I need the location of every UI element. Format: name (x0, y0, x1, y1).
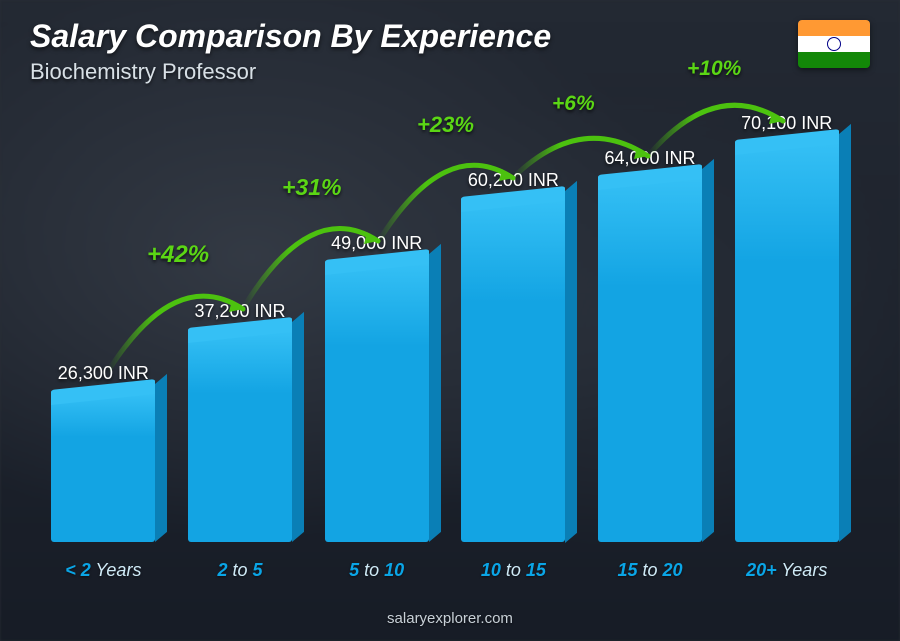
bar-5: 70,100 INR 20+ Years (723, 113, 850, 581)
bar-0: 26,300 INR < 2 Years (40, 363, 167, 581)
footer-attribution: salaryexplorer.com (0, 610, 900, 627)
page-subtitle: Biochemistry Professor (30, 59, 551, 85)
salary-bar-chart: 26,300 INR < 2 Years 37,200 INR 2 to 5 4… (40, 131, 850, 581)
bar-category-label: 5 to 10 (349, 560, 404, 581)
bar-2: 49,000 INR 5 to 10 (313, 233, 440, 581)
bar-3: 60,200 INR 10 to 15 (450, 170, 577, 582)
pct-change-label-3: +6% (552, 92, 595, 116)
pct-change-label-0: +42% (147, 241, 209, 269)
bar-category-label: 15 to 20 (617, 560, 682, 581)
bar-category-label: 20+ Years (746, 560, 827, 581)
header: Salary Comparison By Experience Biochemi… (30, 18, 551, 85)
pct-change-label-1: +31% (282, 174, 341, 201)
bar-1: 37,200 INR 2 to 5 (177, 301, 304, 581)
page-title: Salary Comparison By Experience (30, 18, 551, 55)
bar-4: 64,000 INR 15 to 20 (587, 148, 714, 581)
bar-category-label: 10 to 15 (481, 560, 546, 581)
bar-category-label: < 2 Years (65, 560, 141, 581)
pct-change-label-2: +23% (417, 112, 474, 138)
pct-change-label-4: +10% (687, 57, 741, 81)
country-flag-india (798, 20, 870, 68)
bar-category-label: 2 to 5 (217, 560, 262, 581)
